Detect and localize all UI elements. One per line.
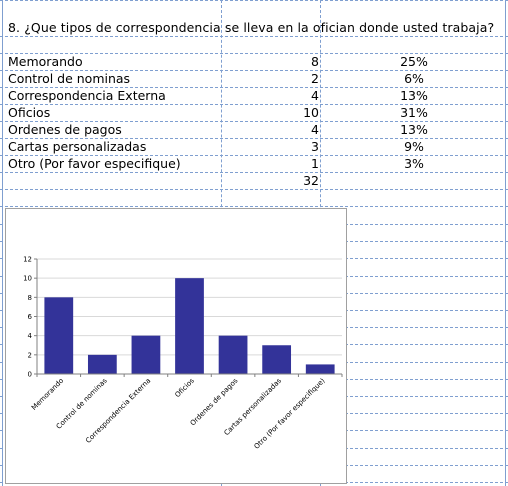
y-tick-label: 4 <box>28 332 33 340</box>
row-count[interactable]: 8 <box>311 54 319 69</box>
row-count[interactable]: 2 <box>311 71 319 86</box>
category-label: Memorando <box>30 377 65 412</box>
grid-line <box>0 138 508 139</box>
row-percent[interactable]: 25% <box>400 54 428 69</box>
category-label: Ordenes de pagos <box>189 377 240 428</box>
bar <box>44 297 74 374</box>
bar <box>262 345 292 374</box>
grid-line <box>505 0 506 486</box>
total-count[interactable]: 32 <box>303 173 319 188</box>
grid-line <box>0 53 508 54</box>
y-tick-label: 2 <box>28 351 32 359</box>
row-count[interactable]: 4 <box>311 88 319 103</box>
question-title[interactable]: 8. ¿Que tipos de correspondencia se llev… <box>8 20 495 35</box>
row-label[interactable]: Otro (Por favor especifique) <box>8 156 181 171</box>
row-percent[interactable]: 13% <box>400 88 428 103</box>
row-label[interactable]: Memorando <box>8 54 83 69</box>
row-count[interactable]: 10 <box>303 105 319 120</box>
bar-chart[interactable]: 0 2 4 6 8 10 12 Memorando Control de nominas Corr… <box>5 208 347 484</box>
y-tick-label: 10 <box>23 275 32 283</box>
row-label[interactable]: Cartas personalizadas <box>8 139 147 154</box>
row-count[interactable]: 1 <box>311 156 319 171</box>
row-percent[interactable]: 9% <box>404 139 424 154</box>
y-tick-label: 8 <box>28 294 32 302</box>
grid-line <box>0 172 508 173</box>
category-label: Oficios <box>174 377 197 400</box>
category-label: Otro (Por favor especifique) <box>253 377 327 451</box>
row-count[interactable]: 4 <box>311 122 319 137</box>
bar <box>87 354 117 374</box>
grid-line <box>0 104 508 105</box>
row-percent[interactable]: 3% <box>404 156 424 171</box>
bar <box>218 335 248 374</box>
grid-line <box>0 87 508 88</box>
bar <box>131 335 161 374</box>
y-tick-label: 6 <box>28 313 33 321</box>
row-label[interactable]: Oficios <box>8 105 51 120</box>
bar <box>305 364 335 374</box>
y-tick-label: 0 <box>28 371 32 379</box>
row-percent[interactable]: 6% <box>404 71 424 86</box>
row-label[interactable]: Correspondencia Externa <box>8 88 166 103</box>
grid-line <box>0 70 508 71</box>
row-count[interactable]: 3 <box>311 139 319 154</box>
grid-line <box>0 121 508 122</box>
grid-line <box>0 0 508 1</box>
y-tick-label: 12 <box>23 256 32 264</box>
grid-line <box>0 206 508 207</box>
grid-line <box>2 0 3 486</box>
grid-line <box>0 155 508 156</box>
row-percent[interactable]: 13% <box>400 122 428 137</box>
row-label[interactable]: Control de nominas <box>8 71 131 86</box>
grid-line <box>0 189 508 190</box>
row-label[interactable]: Ordenes de pagos <box>8 122 122 137</box>
row-percent[interactable]: 31% <box>400 105 428 120</box>
grid-line <box>0 36 508 37</box>
bar <box>175 278 204 374</box>
